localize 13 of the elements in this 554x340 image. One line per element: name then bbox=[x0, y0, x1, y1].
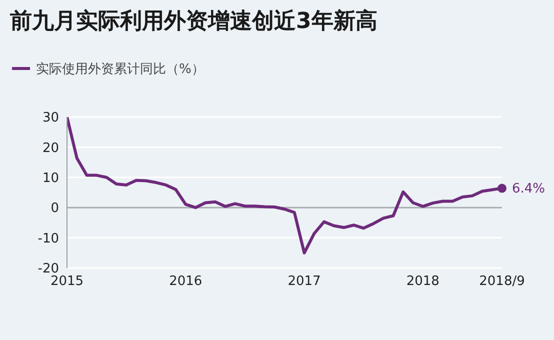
x-tick-label: 2018 bbox=[406, 274, 440, 290]
y-tick-label: -10 bbox=[38, 231, 59, 246]
y-tick-label: 20 bbox=[42, 140, 59, 156]
y-tick-label: 0 bbox=[50, 201, 59, 216]
x-tick-label: 2018/9 bbox=[479, 274, 525, 290]
x-tick-label: 2017 bbox=[288, 274, 321, 290]
y-tick-label: 10 bbox=[42, 171, 59, 186]
data-label: 6.4% bbox=[512, 181, 546, 196]
legend-label: 实际使用外资累计同比（%） bbox=[36, 61, 204, 78]
chart-title: 前九月实际利用外资增速创近3年新高 bbox=[10, 8, 378, 36]
x-tick-label: 2016 bbox=[169, 274, 202, 290]
y-tick-label: 30 bbox=[42, 110, 59, 126]
x-tick-label: 2015 bbox=[50, 274, 84, 290]
